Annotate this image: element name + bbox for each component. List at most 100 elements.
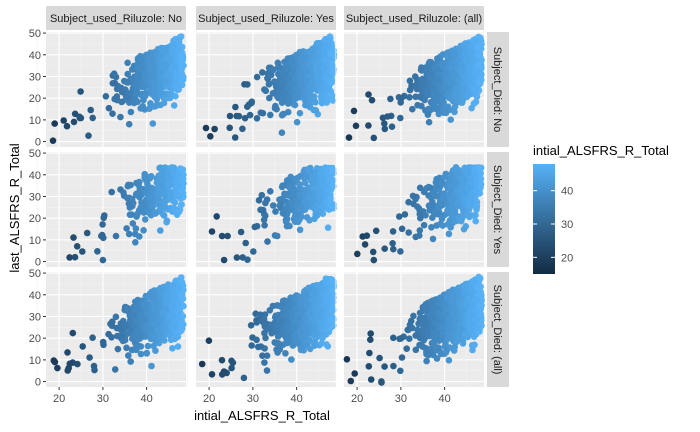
scatter-point xyxy=(239,125,246,133)
scatter-point xyxy=(423,185,430,192)
scatter-point xyxy=(439,63,447,70)
scatter-point xyxy=(140,316,147,324)
scatter-point xyxy=(159,309,167,317)
scatter-point xyxy=(134,328,141,336)
scatter-point xyxy=(174,71,181,79)
scatter-point xyxy=(284,84,291,91)
scatter-point xyxy=(322,164,329,171)
scatter-point xyxy=(445,230,453,238)
scatter-point xyxy=(430,89,438,96)
scatter-point xyxy=(311,286,318,294)
facet-panel xyxy=(36,152,187,267)
scatter-point xyxy=(157,327,164,335)
scatter-point xyxy=(306,336,313,344)
scatter-point xyxy=(397,114,404,122)
scatter-point xyxy=(447,116,455,123)
scatter-point xyxy=(124,79,132,86)
scatter-point xyxy=(253,336,260,344)
scatter-point xyxy=(451,103,459,111)
scatter-point xyxy=(66,360,74,368)
scatter-point xyxy=(130,99,138,107)
scatter-point xyxy=(147,311,155,318)
scatter-point xyxy=(211,125,218,133)
scatter-point xyxy=(208,228,216,235)
scatter-point xyxy=(290,324,298,331)
scatter-point xyxy=(464,90,472,97)
scatter-point xyxy=(327,195,334,202)
scatter-point xyxy=(266,94,273,102)
scatter-point xyxy=(69,329,77,337)
scatter-point xyxy=(288,356,295,363)
scatter-point xyxy=(125,230,133,238)
scatter-point xyxy=(137,350,145,358)
scatter-point xyxy=(261,329,268,337)
scatter-points xyxy=(202,33,337,141)
scatter-point xyxy=(98,231,106,239)
scatter-point xyxy=(132,239,139,246)
scatter-point xyxy=(166,57,174,65)
scatter-point xyxy=(417,214,424,222)
scatter-point xyxy=(148,203,155,210)
scatter-point xyxy=(296,109,304,117)
scatter-point xyxy=(320,83,328,91)
scatter-point xyxy=(179,76,187,83)
scatter-point xyxy=(146,55,153,63)
scatter-point xyxy=(307,73,315,80)
scatter-point xyxy=(171,335,179,343)
scatter-point xyxy=(324,343,332,350)
scatter-point xyxy=(370,256,378,264)
scatter-point xyxy=(140,227,147,234)
scatter-point xyxy=(51,358,59,366)
facet-panel xyxy=(186,32,337,147)
scatter-point xyxy=(174,316,182,324)
scatter-point xyxy=(306,61,314,69)
scatter-point xyxy=(434,210,441,218)
scatter-point xyxy=(136,233,143,240)
scatter-point xyxy=(442,170,450,178)
scatter-point xyxy=(277,201,285,208)
scatter-point xyxy=(328,61,336,68)
scatter-points xyxy=(49,33,187,144)
scatter-point xyxy=(174,301,182,309)
scatter-point xyxy=(179,175,187,183)
scatter-point xyxy=(272,102,279,110)
scatter-point xyxy=(279,329,287,336)
scatter-point xyxy=(146,61,154,69)
scatter-point xyxy=(140,201,147,208)
scatter-point xyxy=(172,80,180,87)
scatter-point xyxy=(112,232,120,240)
scatter-point xyxy=(237,228,245,236)
scatter-point xyxy=(155,197,163,205)
scatter-point xyxy=(118,98,126,105)
scatter-point xyxy=(368,96,376,104)
scatter-point xyxy=(231,134,239,141)
scatter-point xyxy=(307,84,315,92)
scatter-point xyxy=(282,350,289,357)
scatter-point xyxy=(473,202,481,210)
scatter-point xyxy=(162,77,169,85)
scatter-point xyxy=(228,364,235,372)
scatter-point xyxy=(157,81,164,88)
scatter-point xyxy=(263,367,271,374)
scatter-point xyxy=(369,248,377,256)
scatter-point xyxy=(397,248,404,255)
scatter-point xyxy=(141,216,149,223)
scatter-point xyxy=(464,183,471,191)
scatter-point xyxy=(471,88,478,95)
scatter-point xyxy=(125,352,132,359)
scatter-point xyxy=(148,362,155,370)
scatter-point xyxy=(220,256,228,264)
scatter-point xyxy=(459,207,467,214)
scatter-point xyxy=(263,196,271,203)
scatter-point xyxy=(235,112,243,120)
facet-panel xyxy=(334,152,485,267)
scatter-point xyxy=(284,304,291,311)
scatter-point xyxy=(141,324,149,332)
scatter-point xyxy=(345,134,353,141)
scatter-point xyxy=(454,202,462,210)
scatter-point xyxy=(294,315,302,323)
scatter-point xyxy=(157,89,165,97)
scatter-point xyxy=(177,53,184,61)
scatter-point xyxy=(297,185,304,192)
scatter-point xyxy=(83,229,91,237)
